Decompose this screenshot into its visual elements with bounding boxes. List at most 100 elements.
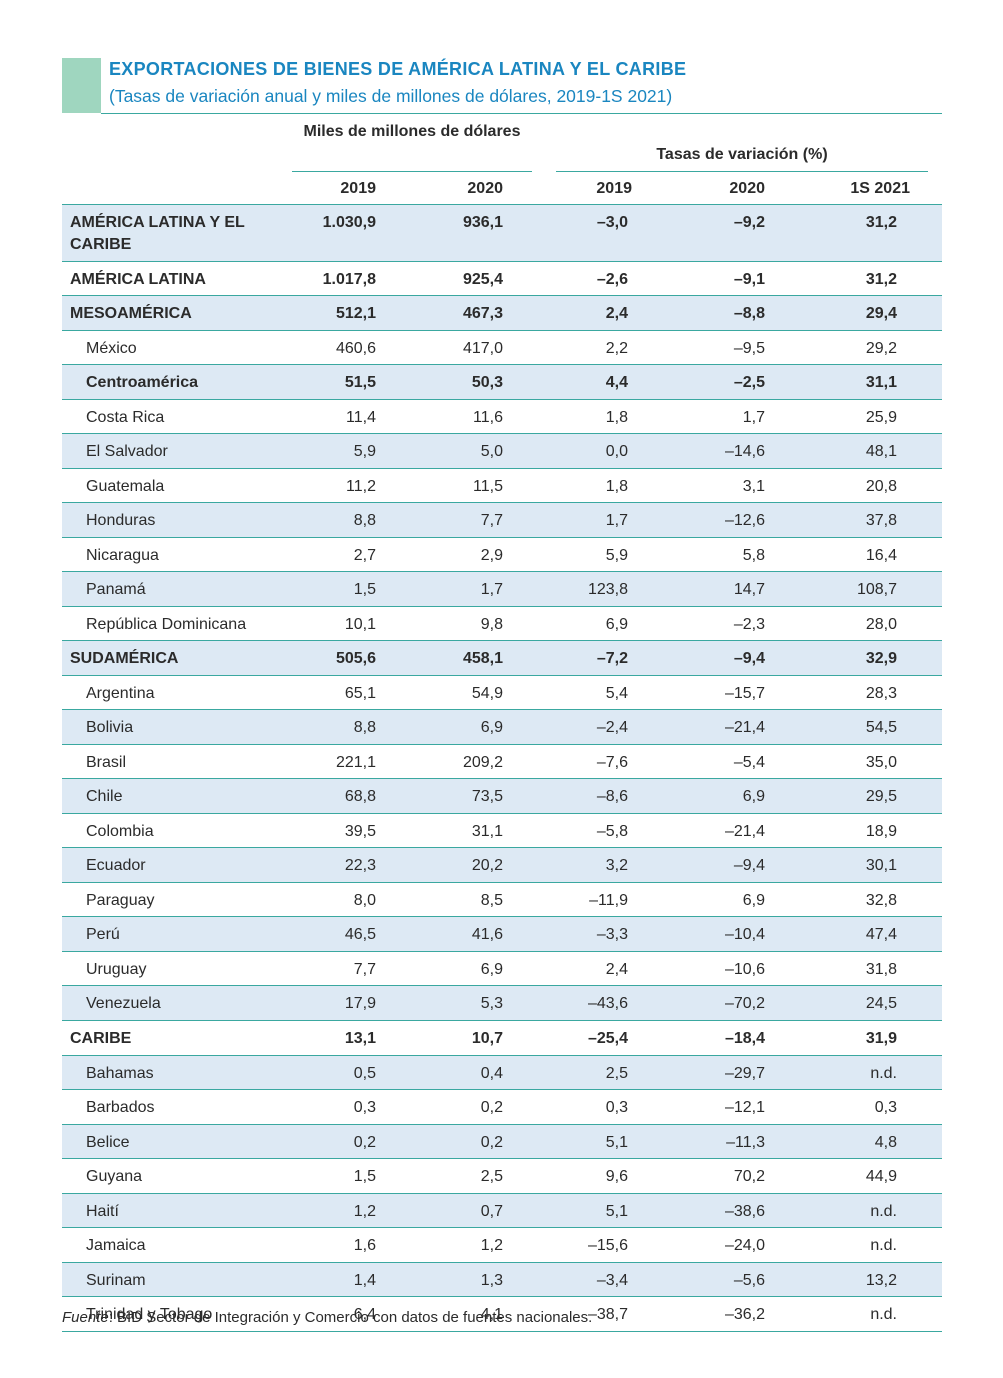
source-text: : BID Sector de Integración y Comercio c…	[108, 1309, 593, 1326]
col-header-2019-value: 2019	[340, 180, 376, 197]
row-value-2: 50,3	[471, 374, 503, 391]
source-note: Fuente: BID Sector de Integración y Come…	[62, 1309, 592, 1326]
row-label: AMÉRICA LATINA	[70, 271, 206, 288]
table-row: Honduras 8,8 7,7 1,7 –12,6 37,8	[62, 503, 942, 538]
row-value-3: 2,4	[605, 961, 628, 978]
row-value-1: 13,1	[344, 1030, 376, 1047]
col-header-2019-rate: 2019	[596, 180, 632, 197]
row-label: Haití	[86, 1203, 119, 1220]
table-row: Belice 0,2 0,2 5,1 –11,3 4,8	[62, 1125, 942, 1159]
row-value-5: 13,2	[865, 1272, 897, 1289]
row-value-3: –8,6	[596, 788, 628, 805]
row-value-1: 512,1	[335, 305, 376, 322]
table-row: Trinidad y Tobago 6,4 4,1 –38,7 –36,2 n.d.	[62, 1297, 942, 1332]
row-value-4: 6,9	[742, 892, 765, 909]
row-value-4: –9,1	[733, 271, 765, 288]
row-label: Jamaica	[86, 1237, 146, 1254]
row-value-2: 6,9	[480, 961, 503, 978]
row-value-1: 1,2	[353, 1203, 376, 1220]
row-value-5: 47,4	[865, 926, 897, 943]
row-label: El Salvador	[86, 443, 168, 460]
table-row: Venezuela 17,9 5,3 –43,6 –70,2 24,5	[62, 986, 942, 1021]
row-value-4: 5,8	[742, 547, 765, 564]
table-row: Costa Rica 11,4 11,6 1,8 1,7 25,9	[62, 400, 942, 434]
row-value-1: 1,6	[353, 1237, 376, 1254]
row-value-2: 7,7	[480, 512, 503, 529]
row-value-1: 8,8	[353, 512, 376, 529]
row-label: Costa Rica	[86, 409, 165, 426]
row-value-3: –3,3	[596, 926, 628, 943]
table-row: SUDAMÉRICA 505,6 458,1 –7,2 –9,4 32,9	[62, 641, 942, 676]
row-value-2: 1,2	[480, 1237, 503, 1254]
row-label: Bolivia	[86, 719, 134, 736]
row-value-5: 44,9	[865, 1168, 897, 1185]
row-label: Ecuador	[86, 857, 146, 874]
row-value-1: 17,9	[344, 995, 376, 1012]
row-value-1: 460,6	[335, 340, 376, 357]
row-value-3: 5,4	[605, 685, 628, 702]
row-value-2: 31,1	[471, 823, 503, 840]
row-value-2: 925,4	[462, 271, 503, 288]
row-value-2: 458,1	[462, 650, 503, 667]
row-value-1: 11,4	[346, 409, 376, 426]
source-label: Fuente	[62, 1309, 109, 1326]
exports-table: AMÉRICA LATINA Y EL CARIBE 1.030,9 936,1 –3…	[62, 204, 942, 1332]
row-value-1: 7,7	[353, 961, 376, 978]
row-label: Venezuela	[86, 995, 161, 1012]
title-accent-block	[62, 58, 101, 113]
table-row: Bahamas 0,5 0,4 2,5 –29,7 n.d.	[62, 1056, 942, 1090]
table-row: Jamaica 1,6 1,2 –15,6 –24,0 n.d.	[62, 1228, 942, 1263]
row-value-5: 31,2	[865, 271, 897, 288]
row-value-4: 70,2	[733, 1168, 765, 1185]
row-label: Belice	[86, 1134, 130, 1151]
table-row: AMÉRICA LATINA 1.017,8 925,4 –2,6 –9,1 31,2	[62, 262, 942, 296]
row-value-3: 2,4	[605, 305, 628, 322]
row-value-4: –38,6	[724, 1203, 765, 1220]
row-value-5: 20,8	[865, 478, 897, 495]
row-value-1: 39,5	[344, 823, 376, 840]
row-label: Trinidad y Tobago	[86, 1306, 213, 1323]
row-value-1: 221,1	[335, 754, 376, 771]
row-value-3: 2,5	[605, 1065, 628, 1082]
row-value-1: 10,1	[344, 616, 376, 633]
row-label: Brasil	[86, 754, 127, 771]
row-value-3: –25,4	[587, 1030, 628, 1047]
table-row: El Salvador 5,9 5,0 0,0 –14,6 48,1	[62, 434, 942, 469]
row-label: CARIBE	[70, 1030, 132, 1047]
table-row: Surinam 1,4 1,3 –3,4 –5,6 13,2	[62, 1263, 942, 1297]
row-label: Chile	[86, 788, 123, 805]
row-value-5: 31,9	[865, 1030, 897, 1047]
row-value-1: 46,5	[344, 926, 376, 943]
table-row: MESOAMÉRICA 512,1 467,3 2,4 –8,8 29,4	[62, 296, 942, 331]
row-value-5: 16,4	[865, 547, 897, 564]
row-label: Honduras	[86, 512, 156, 529]
row-value-5: 35,0	[865, 754, 897, 771]
row-value-2: 2,5	[480, 1168, 503, 1185]
row-label: Surinam	[86, 1272, 146, 1289]
row-value-1: 68,8	[344, 788, 376, 805]
table-row: República Dominicana 10,1 9,8 6,9 –2,3 28,0	[62, 607, 942, 641]
row-value-1: 65,1	[344, 685, 376, 702]
col-header-1s2021-rate: 1S 2021	[850, 180, 910, 197]
row-value-4: –29,7	[724, 1065, 765, 1082]
row-value-4: –2,3	[733, 616, 765, 633]
row-value-3: –2,4	[596, 719, 628, 736]
row-value-1: 1,4	[353, 1272, 376, 1289]
row-label: Panamá	[86, 581, 146, 598]
row-value-4: –9,4	[733, 857, 765, 874]
row-value-2: 209,2	[462, 754, 503, 771]
row-value-5: 29,5	[865, 788, 897, 805]
row-value-4: –9,2	[733, 214, 765, 231]
table-row: Centroamérica 51,5 50,3 4,4 –2,5 31,1	[62, 365, 942, 400]
row-value-3: 5,1	[605, 1134, 628, 1151]
row-value-4: –9,4	[733, 650, 765, 667]
row-value-1: 2,7	[353, 547, 376, 564]
row-value-1: 0,5	[353, 1065, 376, 1082]
row-value-1: 11,2	[346, 478, 376, 495]
table-row: México 460,6 417,0 2,2 –9,5 29,2	[62, 331, 942, 365]
row-value-3: 1,8	[605, 409, 628, 426]
row-value-3: 6,9	[605, 616, 628, 633]
row-value-3: 1,8	[605, 478, 628, 495]
row-value-2: 0,4	[480, 1065, 503, 1082]
row-value-2: 417,0	[462, 340, 503, 357]
